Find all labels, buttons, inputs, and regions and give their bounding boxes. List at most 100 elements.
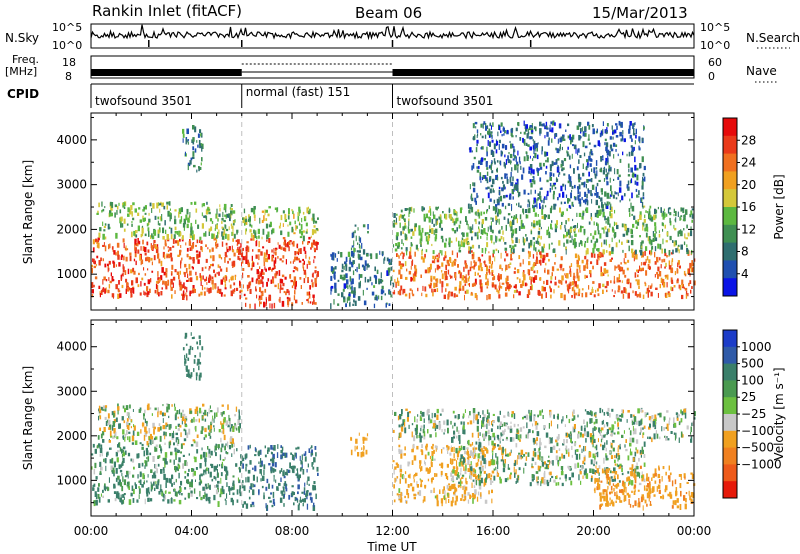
scatter-cell bbox=[480, 160, 483, 165]
scatter-cell bbox=[158, 223, 161, 226]
scatter-cell bbox=[160, 218, 163, 222]
scatter-cell bbox=[354, 445, 356, 452]
scatter-cell bbox=[448, 483, 451, 486]
scatter-cell bbox=[117, 403, 119, 409]
scatter-cell bbox=[481, 176, 484, 181]
scatter-cell bbox=[347, 296, 351, 301]
scatter-cell bbox=[98, 202, 100, 208]
scatter-cell bbox=[155, 283, 158, 289]
scatter-cell bbox=[142, 239, 144, 245]
scatter-cell bbox=[629, 451, 633, 456]
scatter-cell bbox=[639, 265, 641, 272]
scatter-cell bbox=[520, 165, 522, 170]
scatter-cell bbox=[109, 280, 112, 284]
scatter-cell bbox=[427, 478, 430, 482]
scatter-cell bbox=[666, 274, 669, 280]
scatter-cell bbox=[469, 184, 471, 190]
scatter-cell bbox=[642, 176, 643, 182]
scatter-cell bbox=[349, 284, 351, 288]
scatter-cell bbox=[218, 254, 221, 259]
scatter-cell bbox=[458, 285, 462, 291]
scatter-cell bbox=[579, 202, 582, 207]
scatter-cell bbox=[618, 285, 620, 291]
scatter-cell bbox=[603, 268, 607, 274]
scatter-cell bbox=[277, 444, 279, 449]
colorbar-tick-label: 8 bbox=[741, 245, 749, 259]
scatter-cell bbox=[110, 272, 112, 277]
scatter-cell bbox=[97, 237, 100, 241]
scatter-cell bbox=[523, 238, 526, 243]
scatter-cell bbox=[157, 277, 160, 281]
scatter-cell bbox=[221, 233, 225, 240]
scatter-cell bbox=[305, 493, 307, 498]
scatter-cell bbox=[451, 262, 454, 267]
scatter-cell bbox=[598, 256, 600, 261]
scatter-cell bbox=[405, 276, 408, 280]
scatter-cell bbox=[98, 496, 101, 503]
scatter-cell bbox=[276, 452, 279, 458]
scatter-cell bbox=[306, 480, 308, 485]
scatter-cell bbox=[222, 411, 224, 415]
scatter-cell bbox=[477, 478, 481, 481]
scatter-cell bbox=[195, 419, 198, 422]
scatter-cell bbox=[592, 128, 595, 135]
scatter-cell bbox=[577, 275, 580, 282]
scatter-cell bbox=[351, 263, 354, 268]
scatter-cell bbox=[192, 472, 195, 477]
scatter-cell bbox=[456, 451, 460, 458]
scatter-cell bbox=[220, 412, 223, 416]
scatter-cell bbox=[147, 279, 151, 285]
power-ylabel: Slant Range [km] bbox=[21, 160, 35, 264]
scatter-cell bbox=[232, 499, 234, 506]
scatter-cell bbox=[374, 266, 376, 272]
scatter-cell bbox=[260, 272, 263, 277]
scatter-cell bbox=[216, 272, 218, 275]
scatter-cell bbox=[505, 145, 507, 150]
scatter-cell bbox=[213, 494, 216, 501]
scatter-cell bbox=[295, 299, 298, 304]
scatter-cell bbox=[587, 189, 590, 194]
scatter-cell bbox=[204, 486, 206, 493]
scatter-cell bbox=[474, 293, 477, 299]
scatter-cell bbox=[522, 259, 524, 265]
scatter-cell bbox=[419, 460, 422, 464]
scatter-cell bbox=[198, 365, 200, 371]
scatter-cell bbox=[582, 172, 585, 177]
scatter-cell bbox=[199, 463, 202, 469]
scatter-cell bbox=[490, 184, 494, 188]
scatter-cell bbox=[454, 211, 457, 215]
scatter-cell bbox=[380, 289, 384, 295]
scatter-cell bbox=[225, 420, 229, 426]
scatter-cell bbox=[228, 445, 232, 450]
scatter-cell bbox=[531, 130, 534, 133]
scatter-cell bbox=[486, 232, 488, 237]
scatter-cell bbox=[314, 266, 317, 269]
scatter-cell bbox=[230, 204, 233, 207]
scatter-cell bbox=[628, 168, 630, 173]
scatter-cell bbox=[634, 180, 637, 185]
scatter-cell bbox=[498, 286, 501, 291]
scatter-cell bbox=[531, 284, 533, 291]
scatter-cell bbox=[420, 479, 422, 486]
scatter-cell bbox=[218, 213, 221, 217]
scatter-cell bbox=[234, 414, 237, 417]
scatter-cell bbox=[113, 435, 116, 438]
scatter-cell bbox=[156, 289, 159, 295]
scatter-cell bbox=[578, 288, 581, 294]
scatter-cell bbox=[360, 274, 363, 277]
scatter-cell bbox=[219, 266, 221, 269]
scatter-cell bbox=[193, 456, 195, 459]
scatter-cell bbox=[679, 217, 682, 221]
scatter-cell bbox=[353, 287, 356, 291]
scatter-cell bbox=[145, 257, 147, 262]
scatter-cell bbox=[224, 256, 226, 263]
y-tick-label: 4000 bbox=[56, 133, 87, 147]
scatter-cell bbox=[332, 254, 334, 261]
scatter-cell bbox=[432, 255, 435, 260]
scatter-cell bbox=[485, 459, 487, 465]
scatter-cell bbox=[238, 466, 241, 470]
scatter-cell bbox=[301, 491, 304, 494]
scatter-cell bbox=[300, 285, 302, 289]
scatter-cell bbox=[193, 368, 195, 372]
